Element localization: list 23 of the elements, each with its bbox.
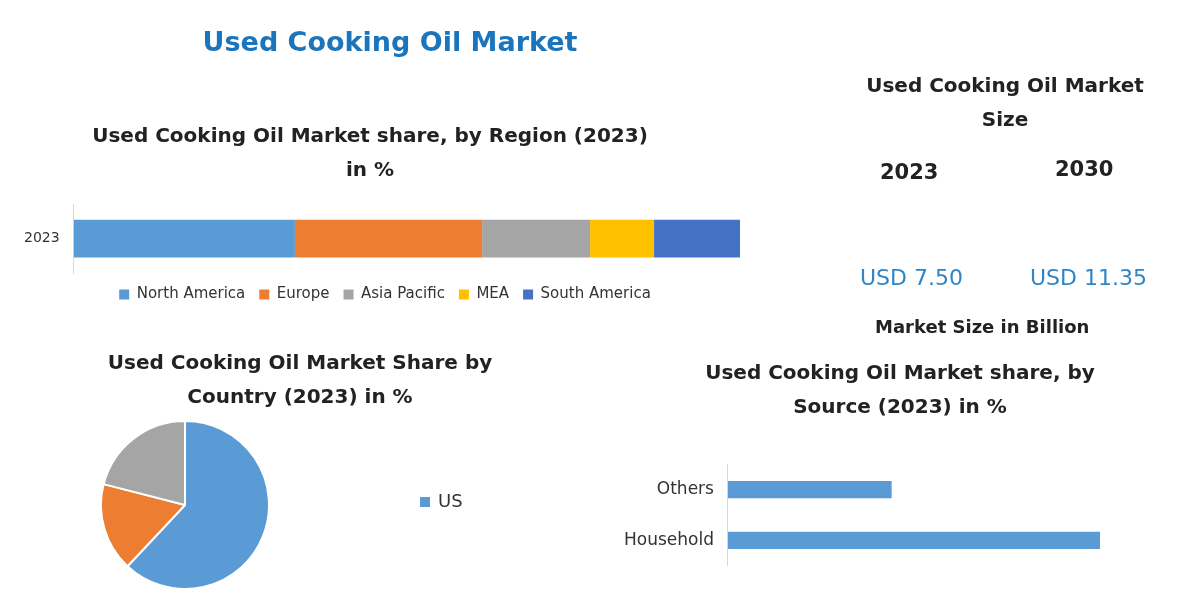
bar	[654, 219, 741, 258]
legend-label: South America	[540, 284, 651, 303]
chart-title: Used Cooking Oil Market share, by Region (2023) in %	[91, 122, 649, 183]
text: 2023	[880, 160, 939, 184]
text: USD 11.35	[1030, 265, 1147, 290]
text: Used Cooking Oil Market	[201, 25, 579, 59]
legend-label: US	[437, 490, 463, 511]
text: Used Cooking Oil Market Size	[865, 72, 1145, 133]
y-tick-label: Others	[656, 478, 715, 499]
bar	[73, 219, 295, 258]
text: USD 7.50	[860, 265, 963, 290]
chart-title: Used Cooking Oil Market share, by Source (2023) in %	[704, 359, 1096, 420]
text: 2030	[1055, 157, 1114, 181]
bar	[590, 219, 655, 258]
legend-label: Asia Pacific	[361, 284, 445, 303]
text: Market Size in Billion	[875, 316, 1090, 337]
legend-label: MEA	[476, 284, 510, 303]
chart-title: Used Cooking Oil Market Share by Country (2023) in %	[106, 349, 494, 410]
legend-label: North America	[136, 284, 246, 303]
bar	[482, 219, 591, 258]
bar	[294, 219, 483, 258]
legend-label: Europe	[276, 284, 330, 303]
y-tick-label: Household	[624, 528, 714, 549]
